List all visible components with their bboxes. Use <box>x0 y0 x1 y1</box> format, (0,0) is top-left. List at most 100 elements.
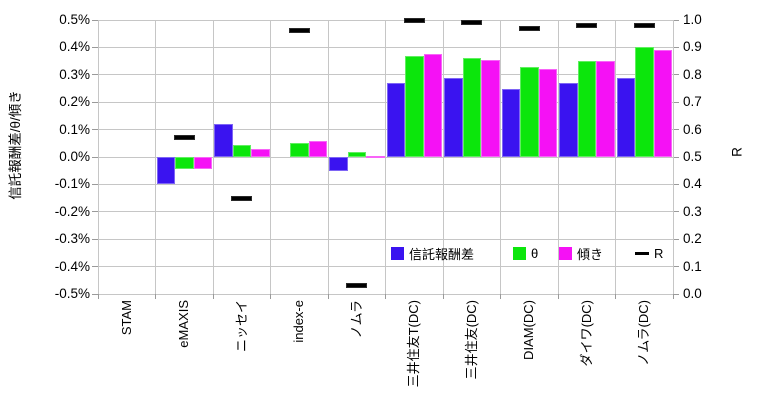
bar-theta <box>232 144 251 157</box>
right-axis-tick <box>673 156 679 158</box>
right-axis-tick <box>673 101 679 103</box>
left-axis-tick <box>92 46 98 48</box>
r-marker <box>403 17 425 23</box>
r-tick-label: 0.7 <box>683 94 702 110</box>
x-axis-tick <box>270 294 271 299</box>
left-axis-tick <box>92 74 98 76</box>
x-axis-tick <box>212 294 214 299</box>
x-category-label: eMAXIS <box>176 300 192 348</box>
x-category-label: ダイワ(DC) <box>578 300 594 367</box>
x-axis-tick <box>500 294 501 299</box>
right-axis-tick <box>673 266 679 268</box>
right-axis-tick <box>673 211 679 213</box>
v-gridline <box>385 20 386 294</box>
r-tick-label: 0.0 <box>683 286 702 301</box>
x-axis-tick <box>327 294 329 299</box>
bar-fee-diff <box>559 83 578 157</box>
y-tick-label: 0.0% <box>59 149 90 164</box>
x-category-label: STAM <box>118 300 134 336</box>
y-tick-label: 0.4% <box>59 39 90 55</box>
v-gridline <box>615 20 616 294</box>
right-axis-tick <box>673 129 679 131</box>
x-category-label: index-e <box>291 300 307 343</box>
bar-slope <box>481 59 500 157</box>
right-axis-tick <box>673 293 679 295</box>
right-axis-title: R <box>729 147 745 157</box>
bar-theta <box>175 157 194 170</box>
left-axis-tick <box>92 19 98 21</box>
v-gridline <box>500 20 501 294</box>
bar-theta <box>290 143 309 157</box>
x-category-label: ニッセイ <box>233 300 249 353</box>
right-axis-tick <box>673 238 679 240</box>
x-axis-tick <box>385 294 386 299</box>
legend-item: R <box>635 245 663 261</box>
x-category-label: DIAM(DC) <box>521 300 537 360</box>
left-axis-tick <box>92 156 98 158</box>
legend-swatch-icon <box>513 246 526 260</box>
y-tick-label: -0.4% <box>54 258 90 274</box>
r-tick-label: 0.3 <box>683 203 702 219</box>
bar-slope <box>366 155 385 158</box>
bar-slope <box>423 54 442 157</box>
left-axis-tick <box>92 266 98 268</box>
v-gridline <box>557 20 559 294</box>
r-marker <box>288 28 310 34</box>
bar-fee-diff <box>444 77 463 157</box>
x-category-label: ノムラ(DC) <box>636 300 652 366</box>
r-tick-label: 0.1 <box>683 258 702 274</box>
bar-slope <box>193 157 212 170</box>
x-category-label: ノムラ <box>348 300 364 339</box>
x-axis-tick <box>155 294 156 299</box>
legend-dash-icon <box>635 251 649 255</box>
bar-fee-diff <box>214 124 233 157</box>
bar-slope <box>251 148 270 157</box>
left-axis-tick <box>92 183 98 185</box>
v-gridline <box>97 20 99 294</box>
y-tick-label: -0.5% <box>54 286 90 301</box>
bar-slope <box>596 61 615 157</box>
right-axis-tick <box>673 46 679 48</box>
r-tick-label: 0.6 <box>683 121 702 137</box>
y-tick-label: 0.2% <box>59 94 90 110</box>
legend-label: 傾き <box>577 246 604 262</box>
r-tick-label: 0.5 <box>683 149 702 164</box>
bar-slope <box>308 140 327 157</box>
r-marker <box>461 20 483 26</box>
x-category-label: 三井住友T(DC) <box>406 300 422 388</box>
left-axis-tick <box>92 293 98 295</box>
legend-item: 信託報酬差 <box>391 245 475 262</box>
bar-fee-diff <box>156 157 175 185</box>
x-category-label: 三井住友(DC) <box>463 300 479 380</box>
legend-item: 傾き <box>559 245 604 262</box>
x-axis-tick <box>672 294 674 299</box>
r-tick-label: 1.0 <box>683 12 702 27</box>
legend-label: 信託報酬差 <box>409 246 475 262</box>
r-tick-label: 0.9 <box>683 39 702 55</box>
bar-fee-diff <box>329 157 348 171</box>
y-tick-label: -0.1% <box>54 176 90 192</box>
v-gridline <box>327 20 329 294</box>
v-gridline <box>155 20 156 294</box>
y-tick-label: -0.2% <box>54 203 90 219</box>
bar-slope <box>538 69 557 157</box>
r-tick-label: 0.4 <box>683 176 702 192</box>
bar-fee-diff <box>501 88 520 157</box>
y-tick-label: 0.1% <box>59 121 90 137</box>
left-axis-tick <box>92 211 98 213</box>
y-tick-label: 0.3% <box>59 66 90 82</box>
bar-theta <box>405 55 424 157</box>
bar-theta <box>462 58 481 157</box>
r-marker <box>518 25 540 31</box>
x-axis-tick <box>442 294 444 299</box>
r-tick-label: 0.2 <box>683 231 702 247</box>
legend-item: θ <box>513 245 538 261</box>
bar-fee-diff <box>386 83 405 157</box>
r-marker <box>173 135 195 141</box>
legend-swatch-icon <box>559 246 572 260</box>
right-axis-tick <box>673 74 679 76</box>
left-axis-tick <box>92 101 98 103</box>
r-tick-label: 0.8 <box>683 66 702 82</box>
v-gridline <box>270 20 271 294</box>
